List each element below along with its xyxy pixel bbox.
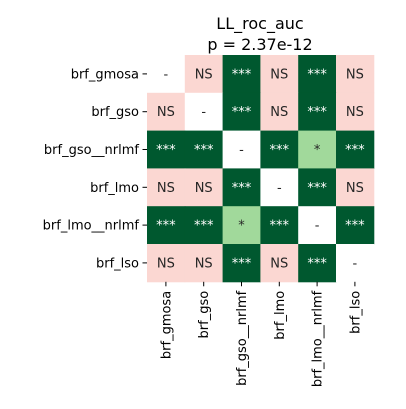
cell-annotation: ***	[270, 143, 290, 158]
heatmap-cell-brf-lmo-nrlmf-vs-brf-lmo-nrlmf	[298, 206, 337, 245]
cell-annotation: ***	[345, 219, 365, 234]
cell-annotation: -	[239, 143, 244, 158]
heatmap-cell-brf-lso-vs-brf-lso	[336, 244, 375, 283]
cell-annotation: ***	[232, 181, 252, 196]
cell-annotation: ***	[232, 67, 252, 82]
heatmap-cell-brf-gmosa-vs-brf-gmosa	[147, 55, 186, 94]
cell-annotation: NS	[157, 105, 175, 120]
heatmap-cell-brf-lmo-nrlmf-vs-brf-gso	[184, 206, 224, 245]
heatmap-cell-brf-lmo-nrlmf-vs-brf-lmo	[260, 206, 299, 245]
cell-annotation: NS	[195, 256, 213, 271]
column-label-brf-lmo: brf_lmo	[273, 291, 288, 340]
cell-annotation: *	[314, 143, 321, 158]
cell-annotation: -	[277, 181, 282, 196]
cell-annotation: NS	[270, 256, 288, 271]
column-label-brf-lso: brf_lso	[348, 291, 363, 334]
heatmap-cell-brf-gso-vs-brf-gso	[184, 92, 224, 132]
cell-annotation: ***	[307, 67, 327, 82]
heatmap-cell-brf-lso-vs-brf-gso-nrlmf	[222, 244, 261, 283]
cell-annotation: NS	[346, 67, 364, 82]
cell-annotation: NS	[270, 105, 288, 120]
heatmap-cell-brf-gmosa-vs-brf-lmo-nrlmf	[298, 55, 337, 94]
heatmap-cell-brf-gso-vs-brf-lmo	[260, 92, 299, 132]
heatmap-cell-brf-lmo-vs-brf-lmo-nrlmf	[298, 168, 337, 207]
heatmap-cell-brf-lmo-nrlmf-vs-brf-gso-nrlmf	[222, 206, 261, 245]
row-label-brf-gso-nrlmf: brf_gso__nrlmf	[44, 143, 140, 158]
cell-annotation: NS	[157, 256, 175, 271]
heatmap-cell-brf-gmosa-vs-brf-lmo	[260, 55, 299, 94]
cell-annotation: ***	[194, 143, 214, 158]
heatmap-cell-brf-gso-vs-brf-lmo-nrlmf	[298, 92, 337, 132]
heatmap-cell-brf-lmo-vs-brf-gmosa	[147, 168, 186, 207]
cell-annotation: NS	[195, 181, 213, 196]
heatmap-cell-brf-lmo-vs-brf-lmo	[260, 168, 299, 207]
cell-annotation: ***	[307, 105, 327, 120]
cell-annotation: ***	[156, 143, 176, 158]
heatmap-cell-brf-lmo-nrlmf-vs-brf-gmosa	[147, 206, 186, 245]
cell-annotation: ***	[307, 256, 327, 271]
heatmap-cell-brf-gso-nrlmf-vs-brf-lso	[336, 130, 375, 169]
cell-annotation: ***	[232, 256, 252, 271]
cell-annotation: *	[238, 219, 245, 234]
heatmap-cell-brf-lmo-vs-brf-lso	[336, 168, 375, 207]
heatmap-cell-brf-gmosa-vs-brf-gso-nrlmf	[222, 55, 261, 94]
heatmap-cell-brf-lso-vs-brf-gmosa	[147, 244, 186, 283]
heatmap-cell-brf-gso-vs-brf-lso	[336, 92, 375, 132]
column-label-brf-gmosa: brf_gmosa	[159, 291, 174, 359]
heatmap-cell-brf-lmo-vs-brf-gso-nrlmf	[222, 168, 261, 207]
heatmap-cell-brf-lmo-nrlmf-vs-brf-lso	[336, 206, 375, 245]
chart-title: LL_roc_auc	[216, 14, 303, 34]
cell-annotation: -	[164, 67, 169, 82]
cell-annotation: NS	[346, 105, 364, 120]
row-label-brf-gmosa: brf_gmosa	[71, 67, 139, 82]
cell-annotation: NS	[157, 181, 175, 196]
cell-annotation: ***	[156, 219, 176, 234]
heatmap-cell-brf-gso-nrlmf-vs-brf-lmo-nrlmf	[298, 130, 337, 169]
cell-annotation: NS	[270, 67, 288, 82]
row-label-brf-gso: brf_gso	[91, 105, 139, 120]
heatmap-cell-brf-gso-nrlmf-vs-brf-gso-nrlmf	[222, 130, 261, 169]
column-tick-labels: brf_gmosa brf_gso brf_gso__nrlmf brf_lmo brf…	[159, 281, 363, 387]
cell-annotation: NS	[346, 181, 364, 196]
cell-annotation: ***	[345, 143, 365, 158]
cell-annotation: ***	[194, 219, 214, 234]
column-label-brf-gso: brf_gso	[197, 291, 212, 339]
row-label-brf-lmo-nrlmf: brf_lmo__nrlmf	[43, 219, 140, 234]
heatmap-cell-brf-lso-vs-brf-lmo	[260, 244, 299, 283]
heatmap-cell-brf-gso-nrlmf-vs-brf-gmosa	[147, 130, 186, 169]
row-tick-labels: brf_gmosa brf_gso brf_gso__nrlmf brf_lmobrf…	[43, 67, 147, 271]
cell-annotation: ***	[270, 219, 290, 234]
cell-annotation: ***	[232, 105, 252, 120]
cell-annotation: ***	[307, 181, 327, 196]
heatmap-cell-brf-lso-vs-brf-gso	[184, 244, 224, 283]
heatmap-cell-brf-gso-vs-brf-gso-nrlmf	[222, 92, 261, 132]
heatmap-cell-brf-gmosa-vs-brf-lso	[336, 55, 375, 94]
row-label-brf-lmo: brf_lmo	[90, 181, 139, 196]
chart-subtitle: p = 2.37e-12	[207, 35, 312, 54]
column-label-brf-gso-nrlmf: brf_gso__nrlmf	[235, 290, 250, 386]
heatmap-cell-brf-gso-vs-brf-gmosa	[147, 92, 186, 132]
column-label-brf-lmo-nrlmf: brf_lmo__nrlmf	[311, 290, 326, 387]
cell-annotation: NS	[195, 67, 213, 82]
cell-annotation: -	[201, 105, 206, 120]
row-label-brf-lso: brf_lso	[96, 256, 139, 271]
heatmap-cell-brf-lso-vs-brf-lmo-nrlmf	[298, 244, 337, 283]
heatmap-cell-brf-lmo-vs-brf-gso	[184, 168, 224, 207]
heatmap-cell-brf-gmosa-vs-brf-gso	[184, 55, 224, 94]
heatmap-cell-brf-gso-nrlmf-vs-brf-lmo	[260, 130, 299, 169]
heatmap-cell-brf-gso-nrlmf-vs-brf-gso	[184, 130, 224, 169]
cell-annotation: -	[315, 219, 320, 234]
cell-annotation: -	[353, 256, 358, 271]
